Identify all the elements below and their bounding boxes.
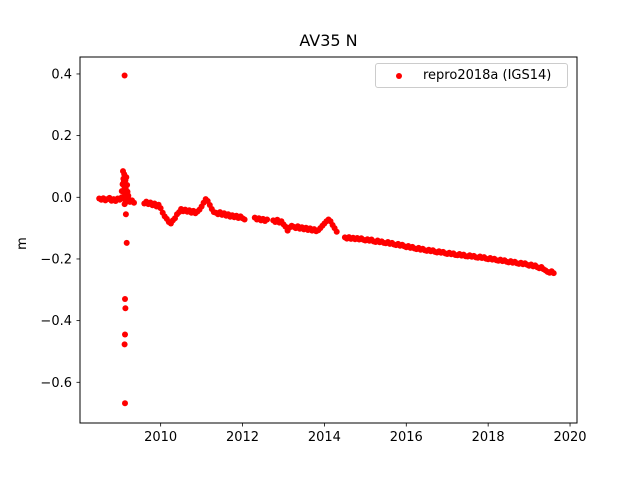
- data-point: [122, 400, 128, 407]
- data-point: [122, 331, 128, 338]
- data-point: [264, 216, 271, 223]
- data-point: [550, 270, 557, 277]
- y-tick-label: −0.2: [40, 252, 72, 267]
- data-point: [122, 296, 128, 302]
- y-tick-label: −0.6: [40, 376, 72, 391]
- y-tick-label: 0.4: [51, 67, 72, 82]
- data-point: [123, 239, 130, 246]
- y-tick-label: 0.2: [51, 129, 72, 144]
- data-point: [121, 72, 128, 79]
- legend: repro2018a (IGS14): [375, 63, 568, 88]
- x-tick-label: 2010: [144, 430, 177, 445]
- data-point: [121, 341, 128, 348]
- legend-label: repro2018a (IGS14): [423, 68, 552, 83]
- x-tick-label: 2014: [308, 430, 341, 445]
- y-tick-label: 0.0: [51, 191, 72, 206]
- data-point: [123, 174, 130, 181]
- data-point: [241, 216, 248, 223]
- x-tick-label: 2020: [553, 430, 586, 445]
- x-axis-ticks: 2010 2012 2014 2016 2018 2020: [144, 423, 587, 445]
- y-tick-label: −0.4: [40, 314, 72, 329]
- data-points: [96, 72, 557, 407]
- legend-marker-dot: [396, 72, 402, 79]
- data-point: [131, 199, 137, 206]
- x-tick-label: 2016: [390, 430, 423, 445]
- data-point: [124, 182, 131, 188]
- data-point: [157, 205, 164, 212]
- data-point: [122, 211, 129, 218]
- chart-title: AV35 N: [299, 31, 358, 50]
- data-point: [333, 228, 340, 235]
- data-point: [122, 305, 129, 312]
- y-axis-ticks: 0.4 0.2 0.0 −0.2 −0.4 −0.6: [40, 67, 80, 391]
- data-point: [126, 196, 133, 203]
- axes-frame: [79, 56, 578, 424]
- y-axis-label: m: [14, 237, 30, 250]
- x-tick-label: 2012: [226, 430, 259, 445]
- x-tick-label: 2018: [472, 430, 505, 445]
